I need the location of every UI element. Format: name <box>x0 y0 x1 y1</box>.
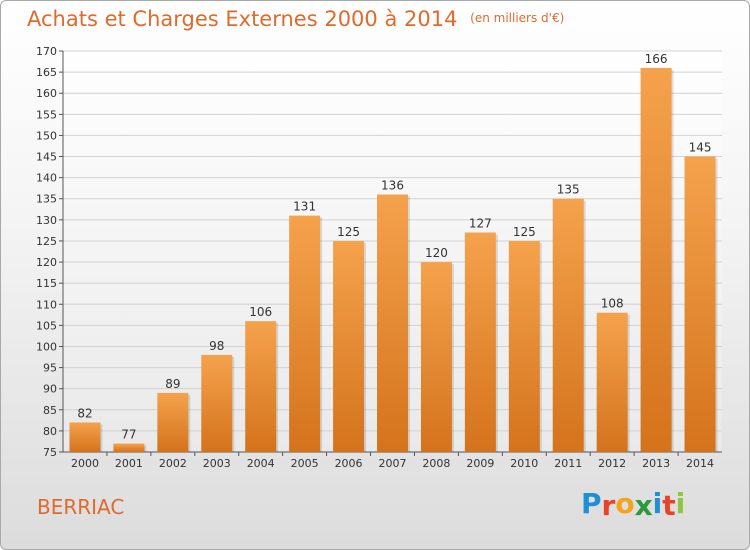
y-tick-label: 120 <box>36 256 57 269</box>
bar <box>377 194 408 452</box>
bar <box>333 240 365 452</box>
y-tick-label: 85 <box>43 404 57 417</box>
logo-letter: x <box>634 489 653 522</box>
bar <box>201 354 233 452</box>
x-tick-label: 2002 <box>159 457 187 470</box>
bar <box>69 422 101 452</box>
data-label: 108 <box>601 297 624 311</box>
y-tick-label: 95 <box>43 362 57 375</box>
x-tick-label: 2013 <box>642 457 670 470</box>
x-tick-label: 2007 <box>379 457 407 470</box>
x-tick-label: 2010 <box>510 457 538 470</box>
chart-title: Achats et Charges Externes 2000 à 2014 (… <box>27 7 564 31</box>
y-tick-label: 105 <box>36 319 57 332</box>
bar <box>289 215 321 452</box>
data-label: 125 <box>337 225 360 239</box>
x-tick-label: 2000 <box>71 457 99 470</box>
y-tick-label: 125 <box>36 235 57 248</box>
title-text: Achats et Charges Externes 2000 à 2014 <box>27 7 458 31</box>
bar <box>113 443 145 452</box>
data-label: 136 <box>381 179 404 193</box>
data-label: 127 <box>469 217 492 231</box>
bar <box>464 232 496 452</box>
x-tick-label: 2005 <box>291 457 319 470</box>
x-tick-label: 2014 <box>686 457 714 470</box>
bar <box>508 240 540 452</box>
data-label: 145 <box>689 141 712 155</box>
bar <box>552 198 584 452</box>
logo-letter: r <box>601 489 616 522</box>
bar <box>245 321 277 452</box>
logo-letter: P <box>581 487 602 520</box>
data-label: 166 <box>645 52 668 66</box>
y-tick-label: 115 <box>36 277 57 290</box>
y-tick-label: 90 <box>43 383 57 396</box>
bar <box>157 392 189 452</box>
x-tick-label: 2009 <box>466 457 494 470</box>
bar <box>420 262 452 452</box>
y-tick-label: 150 <box>36 129 57 142</box>
y-tick-label: 135 <box>36 193 57 206</box>
bar <box>684 156 716 453</box>
data-label: 77 <box>121 428 136 442</box>
x-tick-label: 2012 <box>598 457 626 470</box>
data-label: 82 <box>77 406 92 420</box>
y-tick-label: 80 <box>43 425 57 438</box>
y-tick-label: 160 <box>36 87 57 100</box>
y-tick-label: 130 <box>36 214 57 227</box>
x-tick-label: 2008 <box>422 457 450 470</box>
x-tick-label: 2003 <box>203 457 231 470</box>
x-tick-label: 2001 <box>115 457 143 470</box>
bar <box>640 67 672 452</box>
y-tick-label: 165 <box>36 66 57 79</box>
plot-area: 75 80 85 90 95 100 105 110 115 120 125 130 135 140 145… <box>36 45 722 470</box>
y-tick-label: 75 <box>43 446 57 459</box>
bar <box>596 312 628 452</box>
data-label: 89 <box>165 377 180 391</box>
x-tick-label: 2006 <box>335 457 363 470</box>
y-tick-label: 155 <box>36 108 57 121</box>
y-tick-label: 145 <box>36 151 57 164</box>
data-label: 120 <box>425 246 448 260</box>
logo-letter: o <box>615 487 635 520</box>
data-label: 135 <box>557 183 580 197</box>
data-label: 131 <box>293 200 316 214</box>
y-tick-label: 110 <box>36 298 57 311</box>
logo-letter: i <box>675 487 686 520</box>
proxiti-logo: Proxiti <box>581 487 686 522</box>
data-label: 98 <box>209 339 224 353</box>
logo-letter: i <box>652 487 663 520</box>
logo-letter: t <box>662 489 676 522</box>
y-tick-label: 170 <box>36 45 57 58</box>
data-label: 106 <box>249 305 272 319</box>
y-tick-label: 140 <box>36 172 57 185</box>
data-label: 125 <box>513 225 536 239</box>
x-tick-label: 2004 <box>247 457 275 470</box>
title-unit: (en milliers d'€) <box>470 11 565 25</box>
y-tick-label: 100 <box>36 340 57 353</box>
town-name: BERRIAC <box>37 495 125 519</box>
x-tick-label: 2011 <box>554 457 582 470</box>
